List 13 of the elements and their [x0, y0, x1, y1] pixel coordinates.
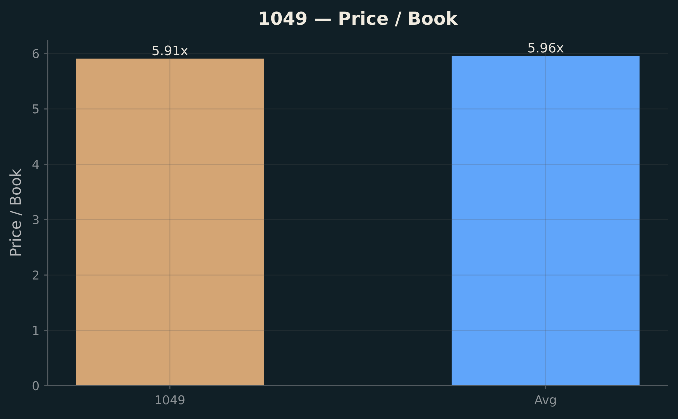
y-tick-label: 3	[33, 215, 39, 224]
y-tick-label: 2	[32, 270, 39, 280]
data-label: 5.96x	[528, 43, 564, 53]
x-tick-label: Avg	[534, 396, 556, 407]
chart-title: 1049 — Price / Book	[260, 11, 458, 27]
y-tick-label: 5	[33, 104, 39, 114]
x-tick-label: 1049	[156, 396, 185, 405]
y-tick-label: 0	[32, 381, 40, 391]
y-axis-title: Price / Book	[10, 168, 22, 256]
data-label: 5.91x	[152, 46, 188, 56]
y-tick-label: 6	[32, 49, 40, 58]
y-tick-label: 1	[33, 326, 39, 336]
y-tick-label: 4	[32, 160, 40, 169]
